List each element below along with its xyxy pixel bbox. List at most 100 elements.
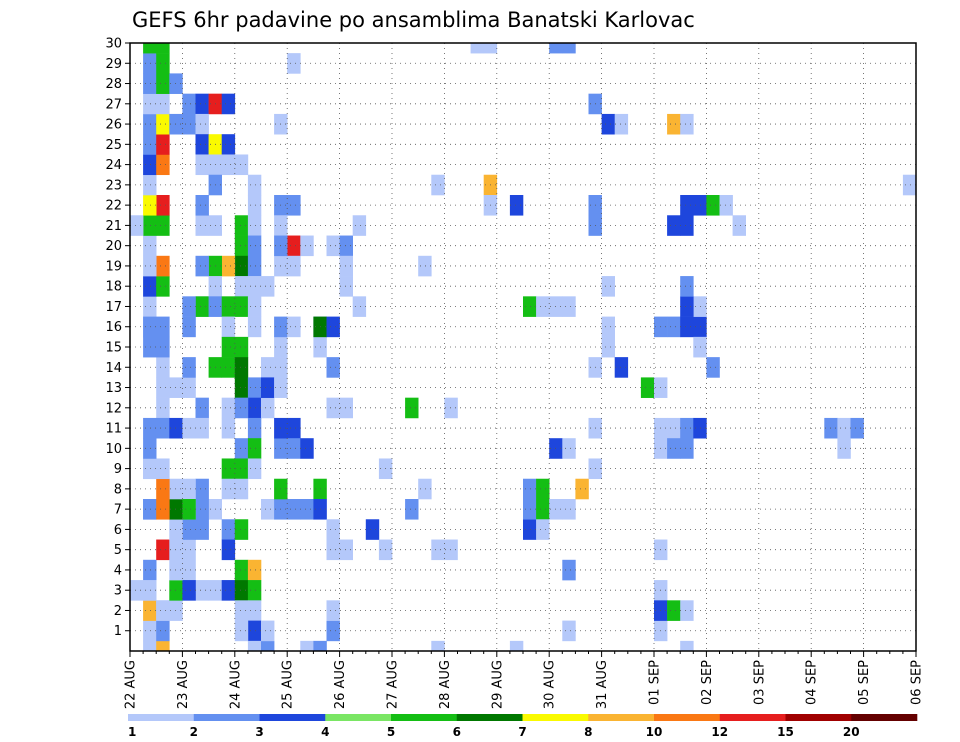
heatmap-cell xyxy=(247,174,262,196)
heatmap-cell xyxy=(143,316,157,338)
heatmap-cell xyxy=(326,357,340,378)
legend-swatch xyxy=(785,714,852,721)
heatmap-cell xyxy=(234,215,249,236)
y-tick-label: 3 xyxy=(114,584,122,599)
heatmap-cell xyxy=(234,336,249,358)
heatmap-cell xyxy=(234,438,249,459)
heatmap-cell xyxy=(680,296,694,317)
heatmap-cell xyxy=(300,640,314,652)
x-tick-label: 04 SEP xyxy=(805,660,820,705)
heatmap-cell xyxy=(195,397,209,419)
grid-lines xyxy=(130,42,916,651)
color-legend: 1 2 3 4 5 6 7 8 10 12 15 20 xyxy=(128,714,918,739)
heatmap-cell xyxy=(523,296,537,317)
heatmap-cell xyxy=(156,357,170,378)
y-tick-label: 22 xyxy=(105,199,122,214)
heatmap-cell xyxy=(195,195,209,216)
heatmap-cell xyxy=(143,174,157,196)
heatmap-cell xyxy=(143,559,157,581)
heatmap-cell xyxy=(300,438,314,459)
legend-label: 20 xyxy=(843,725,860,739)
heatmap-cell xyxy=(261,640,275,652)
heatmap-cell xyxy=(431,640,445,652)
y-tick-label: 30 xyxy=(105,37,122,52)
heatmap-cell xyxy=(509,640,524,652)
legend-label: 12 xyxy=(711,725,728,739)
heatmap-cell xyxy=(536,519,550,540)
heatmap-cell xyxy=(640,377,655,398)
y-tick-label: 11 xyxy=(105,422,122,437)
heatmap-cell xyxy=(523,478,537,500)
heatmap-cell xyxy=(247,580,262,601)
heatmap-cell xyxy=(247,255,262,277)
heatmap-cell xyxy=(156,539,170,561)
heatmap-cell xyxy=(247,377,262,398)
heatmap-cell xyxy=(247,640,262,652)
heatmap-cell xyxy=(234,519,249,540)
heatmap-cell xyxy=(221,134,236,155)
y-tick-label: 27 xyxy=(105,97,122,112)
heatmap-cell xyxy=(667,215,681,236)
y-tick-label: 17 xyxy=(105,300,122,315)
y-tick-label: 20 xyxy=(105,239,122,254)
heatmap-cell xyxy=(156,43,170,54)
heatmap-cell xyxy=(221,336,236,358)
y-tick-label: 25 xyxy=(105,138,122,153)
heatmap-cell xyxy=(680,276,694,297)
x-axis-ticks: 22 AUG 23 AUG 24 AUG 25 AUG 26 AUG 27 AUG 28 A… xyxy=(124,651,925,709)
heatmap-cell xyxy=(234,620,249,642)
x-tick-label: 26 AUG xyxy=(333,660,348,709)
heatmap-cell xyxy=(195,134,209,155)
heatmap-cell xyxy=(182,539,196,561)
heatmap-cell xyxy=(680,316,694,338)
heatmap-cell xyxy=(221,316,236,338)
heatmap-cell xyxy=(680,600,694,621)
heatmap-cell xyxy=(680,195,694,216)
heatmap-cell xyxy=(156,377,170,398)
y-tick-label: 9 xyxy=(114,462,122,477)
heatmap-cell xyxy=(182,93,196,115)
heatmap-cell xyxy=(195,296,209,317)
heatmap-cell xyxy=(287,316,301,338)
heatmap-cell xyxy=(680,113,694,135)
heatmap-cell xyxy=(247,195,262,216)
y-tick-label: 10 xyxy=(105,442,122,457)
heatmap-cell xyxy=(562,620,576,642)
heatmap-cell xyxy=(300,235,314,257)
heatmap-cell xyxy=(234,397,249,419)
y-tick-label: 29 xyxy=(105,57,122,72)
legend-label: 2 xyxy=(190,725,198,739)
heatmap-cell xyxy=(182,559,196,581)
y-tick-label: 19 xyxy=(105,259,122,274)
heatmap-cell xyxy=(680,215,694,236)
heatmap-cell xyxy=(221,93,236,115)
heatmap-cell xyxy=(195,255,209,277)
heatmap-cell xyxy=(195,478,209,500)
heatmap-cell xyxy=(339,235,353,257)
x-tick-label: 02 SEP xyxy=(700,660,715,705)
legend-label: 1 xyxy=(128,725,136,739)
heatmap-cell xyxy=(680,640,694,652)
heatmap-cell xyxy=(195,93,209,115)
heatmap-cell xyxy=(536,499,550,520)
heatmap-cell xyxy=(182,316,196,338)
heatmap-cell xyxy=(247,235,262,257)
x-tick-label: 31 AUG xyxy=(595,660,610,709)
legend-label: 15 xyxy=(777,725,794,739)
heatmap-cell xyxy=(261,499,275,520)
legend-label: 4 xyxy=(321,725,329,739)
heatmap-cell xyxy=(339,539,353,561)
heatmap-cell xyxy=(195,417,209,439)
heatmap-cell xyxy=(261,397,275,419)
heatmap-cell xyxy=(182,519,196,540)
heatmap-cell xyxy=(247,620,262,642)
legend-label: 10 xyxy=(646,725,663,739)
heatmap-cell xyxy=(601,113,615,135)
heatmap-cell xyxy=(850,417,864,439)
heatmap-cell xyxy=(143,235,157,257)
x-tick-label: 01 SEP xyxy=(648,660,663,705)
heatmap-cells xyxy=(130,43,917,652)
heatmap-cell xyxy=(156,276,170,297)
heatmap-cell xyxy=(601,276,615,297)
legend-swatch xyxy=(325,714,392,721)
